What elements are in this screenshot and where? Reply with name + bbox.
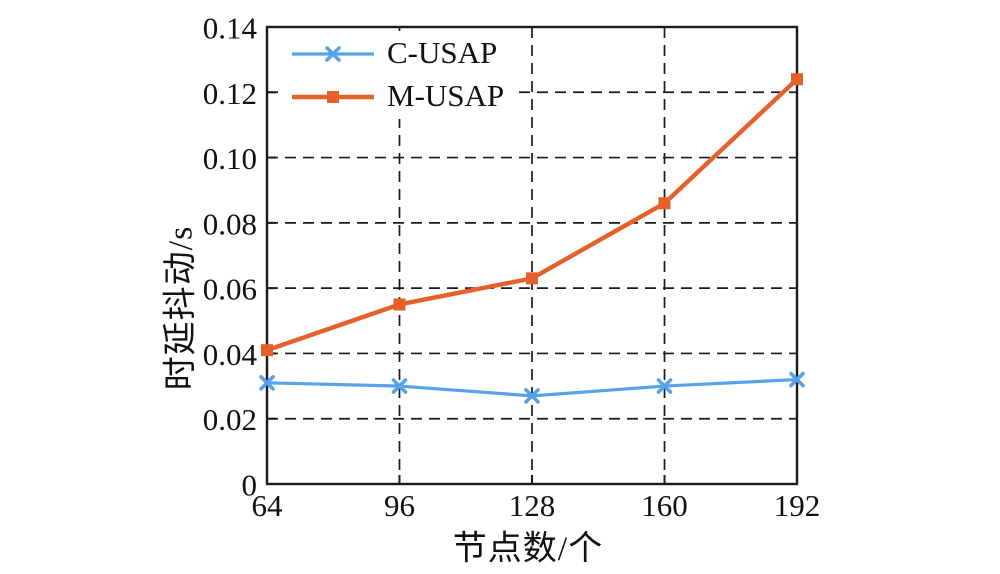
y-tick-label: 0.10 (203, 141, 257, 176)
data-point-marker-x (656, 378, 673, 394)
y-axis-label: 时延抖动/s (162, 225, 200, 391)
data-point-marker-square (526, 272, 538, 285)
data-point-marker-square (791, 73, 803, 86)
y-tick-label: 0.04 (203, 337, 258, 372)
legend: C-USAP M-USAP (283, 31, 515, 119)
y-tick-label: 0 (242, 468, 258, 503)
legend-swatch-svg (292, 45, 374, 62)
legend-item-m-usap: M-USAP (289, 75, 504, 118)
legend-swatch-svg (292, 90, 374, 103)
x-tick-label: 64 (252, 488, 284, 523)
x-tick-label: 96 (384, 488, 415, 523)
data-point-marker-square (393, 298, 406, 311)
legend-item-c-usap: C-USAP (289, 32, 504, 75)
y-tick-label: 0.14 (203, 11, 258, 46)
y-tick-label: 0.12 (203, 76, 257, 111)
data-point-marker-square (658, 197, 671, 210)
y-tick-label: 0.02 (203, 402, 257, 437)
x-axis-label: 节点数/个 (452, 530, 604, 568)
data-point-marker-x (325, 45, 341, 62)
data-point-marker-x (789, 371, 805, 388)
data-point-marker-x (391, 378, 408, 394)
m-usap-line-swatch (289, 85, 377, 109)
legend-label-m-usap: M-USAP (387, 78, 505, 113)
data-point-marker-square (261, 344, 273, 357)
data-point-marker-square (327, 90, 339, 103)
x-tick-label: 160 (641, 488, 688, 523)
x-tick-label: 192 (774, 488, 821, 523)
data-point-marker-x (524, 388, 540, 404)
c-usap-line-swatch (289, 42, 377, 66)
x-tick-label: 128 (509, 488, 556, 523)
y-tick-label: 0.08 (203, 206, 257, 241)
data-point-marker-x (259, 375, 275, 391)
y-tick-label: 0.06 (203, 272, 257, 307)
legend-label-c-usap: C-USAP (387, 35, 498, 70)
